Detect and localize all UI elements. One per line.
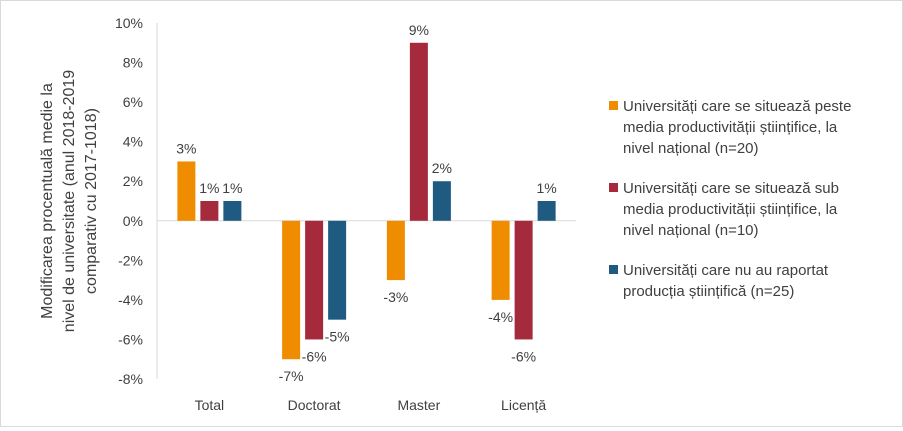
- bar: [223, 201, 242, 221]
- legend-swatch: [609, 265, 618, 274]
- legend-label-line: Universități care se situează peste: [623, 98, 851, 115]
- data-label: -5%: [325, 329, 350, 345]
- y-axis-label: Modificarea procentuală medie la nivel de…: [39, 70, 100, 333]
- y-tick-label: 0%: [123, 213, 143, 229]
- bars: [177, 42, 556, 360]
- y-tick-label: -4%: [118, 292, 143, 308]
- data-label: 9%: [409, 22, 429, 38]
- bar: [305, 220, 324, 340]
- y-axis-ticks: 10% 8% 6% 4% 2% 0% -2% -4% -6% -8%: [115, 15, 143, 387]
- legend: Universități care se situează peste media…: [609, 98, 851, 300]
- data-label: 1%: [199, 180, 219, 196]
- legend-swatch: [609, 101, 618, 110]
- x-tick-label: Licență: [501, 397, 546, 413]
- y-axis-label-line: Modificarea procentuală medie la: [39, 83, 56, 319]
- y-tick-label: -8%: [118, 371, 143, 387]
- bar: [282, 220, 301, 360]
- data-label: -3%: [383, 289, 408, 305]
- bar: [328, 220, 347, 320]
- x-tick-label: Doctorat: [288, 397, 341, 413]
- legend-label-line: producția științifică (n=25): [623, 283, 794, 300]
- y-tick-label: 2%: [123, 173, 143, 189]
- x-axis-category-labels: Total Doctorat Master Licență: [195, 397, 547, 413]
- legend-label-line: Universități care nu au raportat: [623, 262, 829, 279]
- y-axis-label-line: nivel de universitate (anul 2018-2019: [61, 70, 78, 333]
- y-tick-label: 10%: [115, 15, 143, 31]
- data-label: 1%: [222, 180, 242, 196]
- legend-label-line: media productivității științifice, la: [623, 201, 838, 218]
- bar: [537, 201, 556, 221]
- bar: [409, 42, 428, 221]
- legend-swatch: [609, 183, 618, 192]
- y-tick-label: -6%: [118, 331, 143, 347]
- y-tick-label: -2%: [118, 252, 143, 268]
- x-tick-label: Master: [397, 397, 440, 413]
- bar: [200, 201, 219, 221]
- legend-label-line: Universități care se situează sub: [623, 180, 839, 197]
- data-label: -6%: [302, 348, 327, 364]
- data-label: -7%: [279, 368, 304, 384]
- bar: [386, 220, 405, 281]
- bar: [514, 220, 533, 340]
- y-tick-label: 4%: [123, 134, 143, 150]
- legend-label-line: nivel național (n=10): [623, 222, 759, 239]
- y-tick-label: 6%: [123, 94, 143, 110]
- legend-label-line: nivel național (n=20): [623, 140, 759, 157]
- data-label: -6%: [511, 348, 536, 364]
- data-label: -4%: [488, 309, 513, 325]
- legend-label-line: media productivității științifice, la: [623, 119, 838, 136]
- y-axis-label-line: comparativ cu 2017-1018): [83, 108, 100, 294]
- data-label: 2%: [432, 160, 452, 176]
- bar: [432, 181, 451, 221]
- data-label: 1%: [537, 180, 557, 196]
- bar: [177, 161, 196, 221]
- data-label: 3%: [176, 140, 196, 156]
- y-tick-label: 8%: [123, 55, 143, 71]
- bar: [491, 220, 510, 300]
- data-labels: 3%1% 1%-7%-6%-5%-3%9%2%-4%-6%1%: [176, 22, 556, 384]
- x-tick-label: Total: [195, 397, 225, 413]
